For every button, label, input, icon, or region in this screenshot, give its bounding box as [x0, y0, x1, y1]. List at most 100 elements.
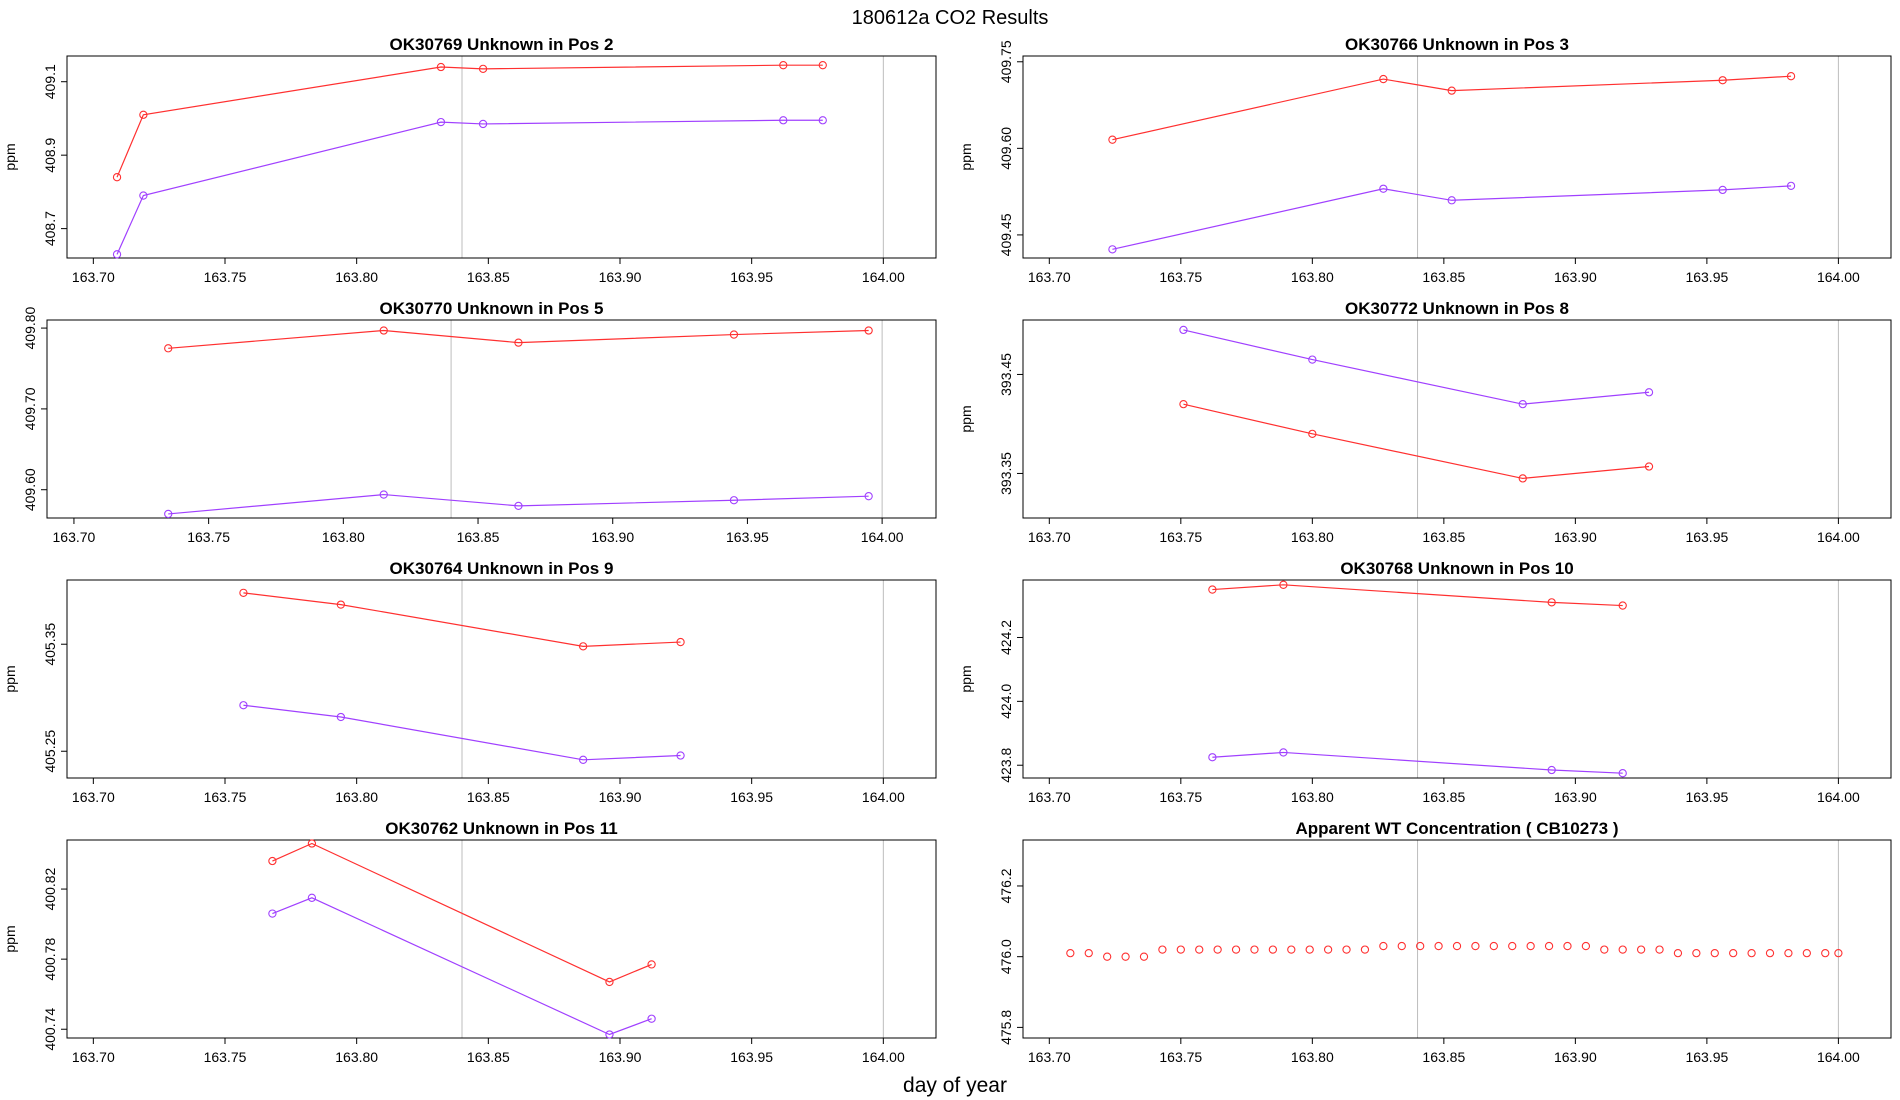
y-tick-label: 409.1 [42, 64, 58, 99]
x-tick-label: 163.75 [204, 789, 247, 805]
x-tick-label: 163.70 [72, 789, 115, 805]
x-tick-label: 163.75 [204, 1049, 247, 1065]
x-tick-label: 163.85 [1422, 789, 1465, 805]
data-point [1802, 948, 1811, 958]
data-point [379, 490, 388, 499]
data-point [729, 330, 739, 339]
data-point [1279, 748, 1288, 757]
series-line-red [168, 329, 869, 349]
x-tick-label: 163.90 [599, 1049, 642, 1065]
y-tick-label: 400.82 [42, 867, 58, 910]
x-tick-label: 163.95 [1685, 789, 1728, 805]
y-tick-label: 409.80 [22, 306, 38, 349]
x-tick-label: 163.95 [1685, 1049, 1728, 1065]
data-point [1158, 945, 1167, 954]
data-point [336, 600, 346, 609]
x-tick-label: 163.70 [1028, 269, 1071, 285]
data-point [1644, 388, 1654, 397]
data-point [1342, 945, 1351, 954]
x-tick-label: 163.75 [1159, 529, 1202, 545]
data-point [647, 1014, 656, 1023]
data-point [268, 909, 277, 918]
panel-title: OK30764 Unknown in Pos 9 [390, 559, 614, 578]
panel-2: OK30766 Unknown in Pos 3 ppm 163.70 163.75 1… [958, 35, 1892, 285]
x-tick-label: 163.95 [730, 789, 773, 805]
y-tick-label: 400.74 [42, 1008, 58, 1051]
x-tick-label: 163.80 [322, 529, 365, 545]
x-tick-label: 164.00 [862, 789, 905, 805]
data-point [1452, 941, 1462, 951]
x-tick-label: 163.70 [1028, 789, 1071, 805]
y-tick-label: 476.0 [998, 939, 1014, 974]
data-point [478, 119, 488, 129]
x-tick-label: 163.90 [591, 529, 634, 545]
data-point [1447, 196, 1456, 205]
data-point [1489, 941, 1498, 951]
data-point [1208, 585, 1217, 594]
series-line-red [1212, 584, 1623, 607]
data-point [1434, 941, 1443, 951]
data-point [1279, 580, 1288, 589]
x-tick-label: 163.80 [335, 1049, 378, 1065]
data-point [1379, 184, 1388, 193]
data-point [139, 191, 148, 200]
data-point [1636, 945, 1646, 954]
data-point [379, 326, 388, 335]
x-tick-label: 163.70 [72, 1049, 115, 1065]
x-tick-label: 163.75 [1159, 1049, 1202, 1065]
data-point [779, 61, 788, 70]
data-point [676, 637, 685, 647]
panel-4: OK30772 Unknown in Pos 8 ppm 163.70 163.75 1… [958, 299, 1892, 545]
data-point [1765, 948, 1775, 958]
series-line-red [272, 842, 652, 983]
data-point [1308, 355, 1317, 364]
data-point [1644, 462, 1654, 471]
data-point [1379, 941, 1388, 951]
x-tick-label: 163.70 [1028, 1049, 1071, 1065]
x-tick-label: 163.75 [187, 529, 230, 545]
x-tick-label: 163.80 [1291, 789, 1334, 805]
data-point [478, 64, 488, 74]
x-tick-label: 163.75 [204, 269, 247, 285]
data-point [1563, 941, 1572, 951]
data-point [164, 344, 173, 353]
data-point [1179, 325, 1188, 335]
data-point [1287, 945, 1296, 954]
data-point [1786, 181, 1796, 191]
y-axis-label: ppm [2, 143, 18, 170]
panel-title: OK30768 Unknown in Pos 10 [1340, 559, 1573, 578]
series-line-red [1112, 75, 1792, 141]
data-point [1231, 945, 1241, 954]
x-tick-label: 164.00 [1817, 1049, 1860, 1065]
data-point [1360, 945, 1370, 954]
data-point [1747, 948, 1756, 958]
data-point [307, 839, 317, 848]
panel-1: OK30769 Unknown in Pos 2 ppm 163.70 163.75 1… [2, 35, 937, 285]
x-tick-label: 164.00 [1817, 269, 1860, 285]
series-line-purple [1212, 751, 1623, 774]
plot-frame [66, 55, 937, 259]
y-tick-label: 405.35 [42, 623, 58, 666]
x-axis-label: day of year [903, 1074, 1007, 1097]
data-point [1379, 74, 1388, 84]
data-point [336, 712, 346, 722]
data-point [1710, 948, 1719, 958]
x-tick-label: 163.85 [1422, 1049, 1465, 1065]
data-point [578, 642, 588, 651]
x-tick-label: 163.95 [1685, 269, 1728, 285]
x-tick-label: 164.00 [862, 269, 905, 285]
x-tick-label: 163.85 [467, 789, 510, 805]
data-point [1121, 952, 1130, 961]
data-point [1195, 945, 1204, 954]
data-point [1518, 474, 1527, 483]
data-point [1834, 948, 1843, 958]
y-tick-label: 408.7 [42, 211, 58, 246]
data-point [676, 751, 685, 760]
panel-8: Apparent WT Concentration ( CB10273 ) 163… [998, 819, 1892, 1065]
data-point [864, 492, 873, 501]
data-point [1544, 941, 1554, 951]
data-point [1208, 753, 1217, 762]
x-tick-label: 163.70 [1028, 529, 1071, 545]
y-tick-label: 409.60 [22, 468, 38, 511]
